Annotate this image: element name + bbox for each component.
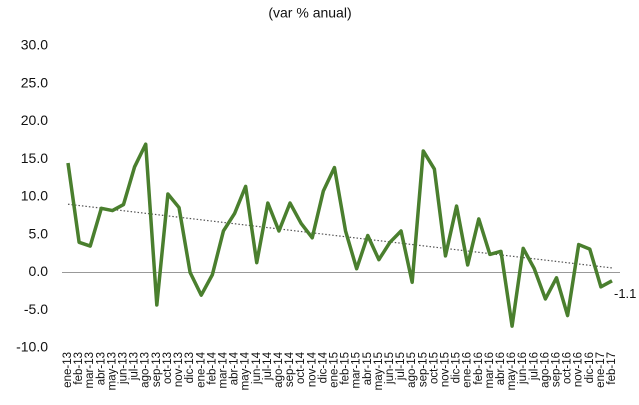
x-tick-label: sep-15 — [417, 352, 429, 387]
x-tick-label: oct-14 — [295, 351, 307, 384]
x-tick-label: jun-16 — [517, 352, 529, 385]
x-tick-label: abr-15 — [362, 352, 374, 385]
x-tick-label: dic-16 — [584, 352, 596, 383]
y-tick-label: 25.0 — [21, 74, 48, 90]
x-tick-label: nov-13 — [173, 352, 185, 387]
x-tick-label: mar-13 — [84, 352, 96, 388]
x-tick-label: may-15 — [373, 352, 385, 390]
y-tick-label: -5.0 — [24, 301, 48, 317]
x-tick-label: sep-16 — [551, 352, 563, 387]
x-tick-label: may-14 — [240, 351, 252, 390]
x-tick-label: sep-13 — [151, 352, 163, 387]
x-tick-label: nov-15 — [440, 352, 452, 387]
x-tick-label: feb-16 — [473, 352, 485, 385]
x-tick-label: ene-14 — [195, 351, 207, 387]
y-tick-label: 10.0 — [21, 188, 48, 204]
x-tick-label: dic-15 — [451, 352, 463, 383]
x-tick-label: ene-13 — [62, 352, 74, 388]
x-tick-label: abr-13 — [95, 352, 107, 385]
x-tick-label: feb-17 — [606, 352, 618, 385]
x-tick-label: jun-15 — [384, 352, 396, 385]
x-tick-label: ago-13 — [140, 352, 152, 388]
x-tick-label: ago-14 — [273, 351, 285, 387]
x-tick-label: oct-16 — [562, 352, 574, 384]
x-tick-label: may-16 — [506, 352, 518, 390]
x-tick-label: oct-15 — [428, 352, 440, 384]
y-tick-label: 20.0 — [21, 112, 48, 128]
x-tick-label: dic-13 — [184, 352, 196, 383]
x-tick-label: ene-15 — [328, 352, 340, 388]
x-tick-label: nov-14 — [306, 351, 318, 387]
x-tick-label: feb-14 — [206, 351, 218, 384]
y-tick-label: 15.0 — [21, 150, 48, 166]
x-tick-label: jun-13 — [118, 352, 130, 385]
x-tick-label: oct-13 — [162, 352, 174, 384]
y-tick-label: 30.0 — [21, 37, 48, 53]
data-line — [66, 142, 613, 328]
y-tick-label: 0.0 — [29, 263, 49, 279]
x-tick-label: dic-14 — [317, 351, 329, 383]
x-tick-label: ene-17 — [595, 352, 607, 388]
x-tick-label: jun-14 — [251, 351, 263, 385]
x-tick-label: mar-15 — [351, 352, 363, 388]
data-label: -1.1 — [614, 286, 636, 301]
x-tick-label: ene-16 — [462, 352, 474, 388]
x-tick-label: sep-14 — [284, 351, 296, 387]
x-tick-label: jul-15 — [395, 352, 407, 381]
x-tick-label: feb-15 — [340, 352, 352, 385]
y-tick-label: -10.0 — [16, 339, 48, 355]
x-tick-label: ago-16 — [539, 352, 551, 388]
x-tick-label: may-13 — [106, 352, 118, 390]
x-tick-label: mar-14 — [217, 351, 229, 388]
x-tick-label: jul-16 — [528, 352, 540, 381]
x-tick-label: feb-13 — [73, 352, 85, 385]
x-tick-label: abr-16 — [495, 352, 507, 385]
x-tick-label: ago-15 — [406, 352, 418, 388]
x-tick-label: mar-16 — [484, 352, 496, 388]
x-tick-label: jul-13 — [129, 352, 141, 381]
y-tick-label: 5.0 — [29, 225, 49, 241]
x-tick-label: abr-14 — [229, 351, 241, 385]
x-tick-label: nov-16 — [573, 352, 585, 387]
chart-title: (var % anual) — [268, 5, 351, 21]
x-tick-label: jul-14 — [262, 351, 274, 381]
